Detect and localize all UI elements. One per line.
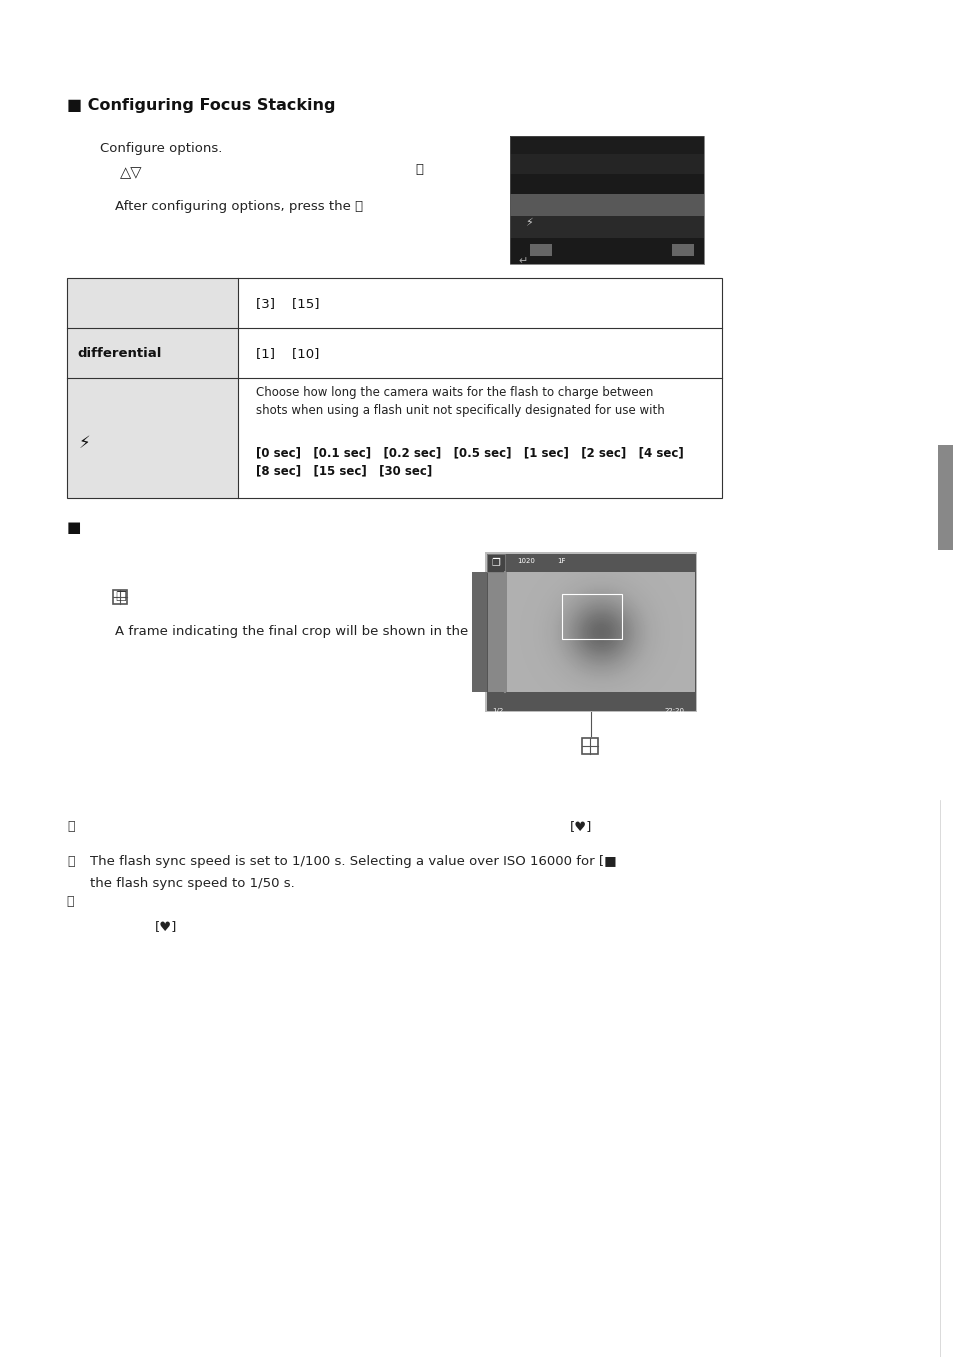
Text: ⓘ: ⓘ: [67, 855, 74, 868]
Text: 22:20: 22:20: [664, 708, 684, 714]
Text: differential: differential: [77, 347, 161, 360]
Text: 1F: 1F: [557, 558, 565, 565]
FancyBboxPatch shape: [510, 153, 703, 174]
FancyBboxPatch shape: [510, 194, 703, 216]
Text: [♥]: [♥]: [569, 820, 592, 833]
FancyBboxPatch shape: [510, 174, 703, 194]
FancyBboxPatch shape: [530, 244, 552, 256]
FancyBboxPatch shape: [67, 328, 237, 379]
Text: The flash sync speed is set to 1/100 s. Selecting a value over ISO 16000 for [■: The flash sync speed is set to 1/100 s. …: [90, 855, 616, 868]
FancyBboxPatch shape: [484, 552, 697, 712]
FancyBboxPatch shape: [67, 278, 237, 328]
Text: △▽: △▽: [120, 166, 142, 180]
Text: ❐: ❐: [115, 592, 126, 604]
FancyBboxPatch shape: [486, 554, 695, 710]
FancyBboxPatch shape: [67, 379, 237, 498]
FancyBboxPatch shape: [486, 554, 695, 573]
Text: ⒪: ⒪: [415, 163, 422, 176]
Text: 1/2: 1/2: [492, 708, 503, 714]
Text: [8 sec]   [15 sec]   [30 sec]: [8 sec] [15 sec] [30 sec]: [255, 464, 432, 478]
Text: 1020: 1020: [517, 558, 535, 565]
FancyBboxPatch shape: [937, 445, 953, 550]
FancyBboxPatch shape: [510, 237, 703, 265]
Text: ❐: ❐: [491, 558, 500, 569]
Text: [3]    [15]: [3] [15]: [255, 297, 319, 309]
Text: ⓘ: ⓘ: [67, 820, 74, 833]
Text: 🖊️: 🖊️: [67, 896, 74, 908]
Text: [0 sec]   [0.1 sec]   [0.2 sec]   [0.5 sec]   [1 sec]   [2 sec]   [4 sec]: [0 sec] [0.1 sec] [0.2 sec] [0.5 sec] [1…: [255, 446, 683, 459]
FancyBboxPatch shape: [510, 242, 703, 265]
Text: ↵: ↵: [517, 256, 527, 266]
FancyBboxPatch shape: [486, 692, 695, 710]
Text: Configure options.: Configure options.: [100, 142, 222, 155]
Text: ■ Configuring Focus Stacking: ■ Configuring Focus Stacking: [67, 98, 335, 113]
FancyBboxPatch shape: [486, 554, 504, 573]
FancyBboxPatch shape: [472, 573, 486, 692]
Text: [1]    [10]: [1] [10]: [255, 347, 319, 360]
Text: After configuring options, press the ⒪: After configuring options, press the ⒪: [115, 199, 363, 213]
Text: ⚡: ⚡: [524, 218, 532, 228]
FancyBboxPatch shape: [510, 136, 703, 153]
FancyBboxPatch shape: [671, 244, 693, 256]
Text: Choose how long the camera waits for the flash to charge between
shots when usin: Choose how long the camera waits for the…: [255, 385, 664, 417]
Text: ⚡: ⚡: [79, 434, 91, 452]
FancyBboxPatch shape: [510, 216, 703, 237]
Text: [♥]: [♥]: [154, 920, 177, 934]
Text: ■: ■: [67, 520, 81, 535]
Text: A frame indicating the final crop will be shown in the: A frame indicating the final crop will b…: [115, 626, 468, 638]
Text: the flash sync speed to 1/50 s.: the flash sync speed to 1/50 s.: [90, 877, 294, 890]
